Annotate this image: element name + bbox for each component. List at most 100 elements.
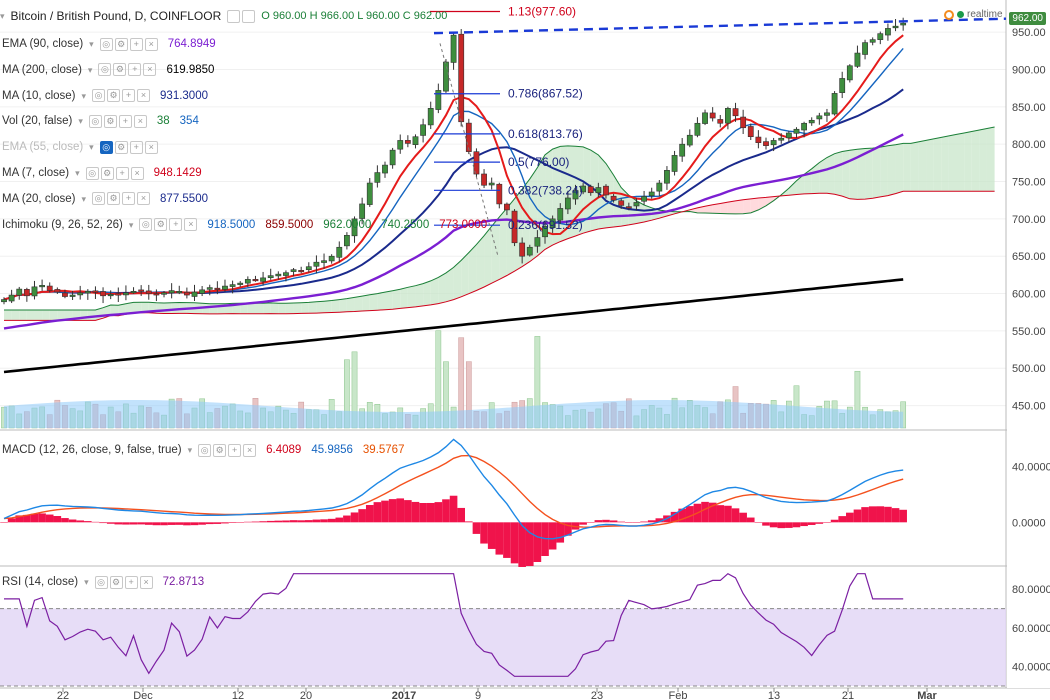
cloud-segment: [766, 196, 774, 206]
chevron-down-icon[interactable]: ▾: [87, 64, 93, 75]
settings-icon[interactable]: ⚙: [107, 192, 121, 206]
add-icon[interactable]: +: [122, 89, 136, 103]
close-icon[interactable]: ×: [243, 443, 257, 457]
close-icon[interactable]: ×: [144, 140, 158, 154]
indicator-legend-row[interactable]: MA (20, close) ▾ ◎ ⚙ + × 877.5500: [2, 190, 208, 208]
chevron-down-icon[interactable]: ▾: [89, 142, 94, 153]
eye-icon[interactable]: ◎: [85, 166, 99, 180]
indicator-controls[interactable]: ◎ ⚙ + ×: [92, 89, 151, 103]
candle-body: [199, 289, 206, 294]
chevron-down-icon[interactable]: ▾: [128, 219, 134, 230]
macd-histogram-bar: [785, 522, 793, 528]
chevron-down-icon[interactable]: ▾: [81, 193, 87, 204]
indicator-controls[interactable]: ◎ ⚙ + ×: [92, 192, 151, 206]
chevron-down-icon[interactable]: ▾: [187, 445, 193, 455]
candle-body: [191, 291, 198, 297]
eye-icon[interactable]: ◎: [99, 140, 113, 154]
rsi-legend-row[interactable]: RSI (14, close) ▾ ◎ ⚙ + × 72.8713: [2, 573, 204, 591]
close-icon[interactable]: ×: [184, 218, 198, 232]
chevron-down-icon[interactable]: ▾: [75, 168, 80, 178]
cloud-segment: [316, 301, 325, 314]
eye-icon[interactable]: ◎: [88, 114, 102, 128]
close-icon[interactable]: ×: [144, 37, 158, 51]
indicator-controls[interactable]: ◎ ⚙ + ×: [139, 218, 198, 232]
settings-icon[interactable]: ⚙: [114, 140, 128, 154]
settings-icon[interactable]: ⚙: [109, 575, 123, 589]
macd-histogram-bar: [282, 520, 290, 523]
settings-icon[interactable]: ⚙: [103, 114, 117, 128]
close-icon[interactable]: ×: [133, 114, 147, 128]
candle-body: [488, 182, 495, 186]
candle-body: [793, 128, 800, 134]
add-icon[interactable]: +: [122, 192, 136, 206]
eye-icon[interactable]: ◎: [92, 89, 106, 103]
indicator-value: 764.8949: [167, 38, 216, 50]
chevron-down-icon[interactable]: ▾: [89, 39, 94, 49]
macd-controls[interactable]: ◎ ⚙ + ×: [198, 443, 257, 457]
indicator-legend-row[interactable]: EMA (55, close) ▾ ◎ ⚙ + ×: [2, 138, 158, 156]
settings-icon[interactable]: ⚙: [107, 89, 121, 103]
indicator-legend-row[interactable]: MA (10, close) ▾ ◎ ⚙ + × 931.3000: [2, 87, 208, 105]
close-icon[interactable]: ×: [137, 192, 151, 206]
settings-icon[interactable]: ⚙: [113, 63, 127, 77]
add-icon[interactable]: +: [228, 443, 242, 457]
chevron-down-icon[interactable]: ▾: [78, 116, 83, 127]
rsi-controls[interactable]: ◎ ⚙ + ×: [94, 575, 153, 589]
chevron-down-icon[interactable]: ▾: [84, 577, 89, 587]
macd-histogram-bar: [244, 521, 252, 523]
macd-histogram-bar: [38, 513, 46, 523]
close-icon[interactable]: ×: [137, 89, 151, 103]
settings-icon[interactable]: ⚙: [213, 443, 227, 457]
settings-icon[interactable]: ⚙: [100, 166, 114, 180]
eye-icon[interactable]: ◎: [99, 37, 113, 51]
indicator-controls[interactable]: ◎ ⚙ + ×: [88, 114, 147, 128]
fibonacci-retracement[interactable]: 1.13(977.60) 0.786(867.52) 0.618(813.76) 0.…: [430, 5, 1007, 257]
settings-icon[interactable]: [242, 9, 256, 23]
eye-icon[interactable]: ◎: [92, 192, 106, 206]
chevron-down-icon[interactable]: ▾: [81, 90, 87, 101]
indicator-legend-row[interactable]: Ichimoku (9, 26, 52, 26) ▾ ◎ ⚙ + × 918.5000 859…: [2, 216, 487, 234]
eye-icon[interactable]: ◎: [139, 218, 153, 232]
indicator-legend-row[interactable]: MA (7, close) ▾ ◎ ⚙ + × 948.1429: [2, 164, 202, 182]
macd-histogram-bar: [274, 520, 283, 523]
close-icon[interactable]: ×: [139, 575, 153, 589]
symbol-title: Bitcoin / British Pound, D, COINFLOOR: [10, 9, 222, 23]
candle-body: [107, 294, 114, 297]
macd-histogram-bar: [510, 522, 519, 564]
add-icon[interactable]: +: [128, 63, 142, 77]
indicator-controls[interactable]: ◎ ⚙ + ×: [85, 166, 144, 180]
close-icon[interactable]: ×: [130, 166, 144, 180]
indicator-legend-row[interactable]: MA (200, close) ▾ ◎ ⚙ + × 619.9850: [2, 61, 214, 79]
macd-histogram-bar: [724, 505, 732, 523]
indicator-value: 948.1429: [153, 167, 202, 179]
macd-histogram-bar: [731, 508, 740, 523]
add-icon[interactable]: +: [115, 166, 129, 180]
add-icon[interactable]: +: [118, 114, 132, 128]
eye-icon[interactable]: ◎: [94, 575, 108, 589]
candle-body: [885, 28, 891, 36]
indicator-controls[interactable]: ◎ ⚙ + ×: [99, 140, 158, 154]
symbol-header[interactable]: ▾ Bitcoin / British Pound, D, COINFLOOR …: [0, 9, 447, 23]
indicator-legend-row[interactable]: Vol (20, false) ▾ ◎ ⚙ + × 38 354: [2, 112, 199, 130]
chevron-down-icon[interactable]: ▾: [0, 10, 5, 21]
settings-icon[interactable]: ⚙: [114, 37, 128, 51]
add-icon[interactable]: +: [129, 37, 143, 51]
macd-legend-row[interactable]: MACD (12, 26, close, 9, false, true) ▾ ◎ ⚙ +…: [2, 441, 404, 459]
eye-icon[interactable]: ◎: [198, 443, 212, 457]
header-controls[interactable]: [227, 9, 256, 23]
eye-icon[interactable]: [227, 9, 241, 23]
macd-histogram-bar: [381, 500, 389, 523]
close-icon[interactable]: ×: [143, 63, 157, 77]
fib-level-label: 0.5(776.00): [508, 155, 569, 169]
add-icon[interactable]: +: [129, 140, 143, 154]
add-icon[interactable]: +: [124, 575, 138, 589]
indicator-legend-row[interactable]: EMA (90, close) ▾ ◎ ⚙ + × 764.8949: [2, 35, 216, 53]
add-icon[interactable]: +: [169, 218, 183, 232]
macd-histogram-bar: [350, 512, 359, 523]
settings-icon[interactable]: ⚙: [154, 218, 168, 232]
macd-histogram-bar: [503, 522, 511, 558]
eye-icon[interactable]: ◎: [98, 63, 112, 77]
indicator-controls[interactable]: ◎ ⚙ + ×: [98, 63, 157, 77]
indicator-controls[interactable]: ◎ ⚙ + ×: [99, 37, 158, 51]
